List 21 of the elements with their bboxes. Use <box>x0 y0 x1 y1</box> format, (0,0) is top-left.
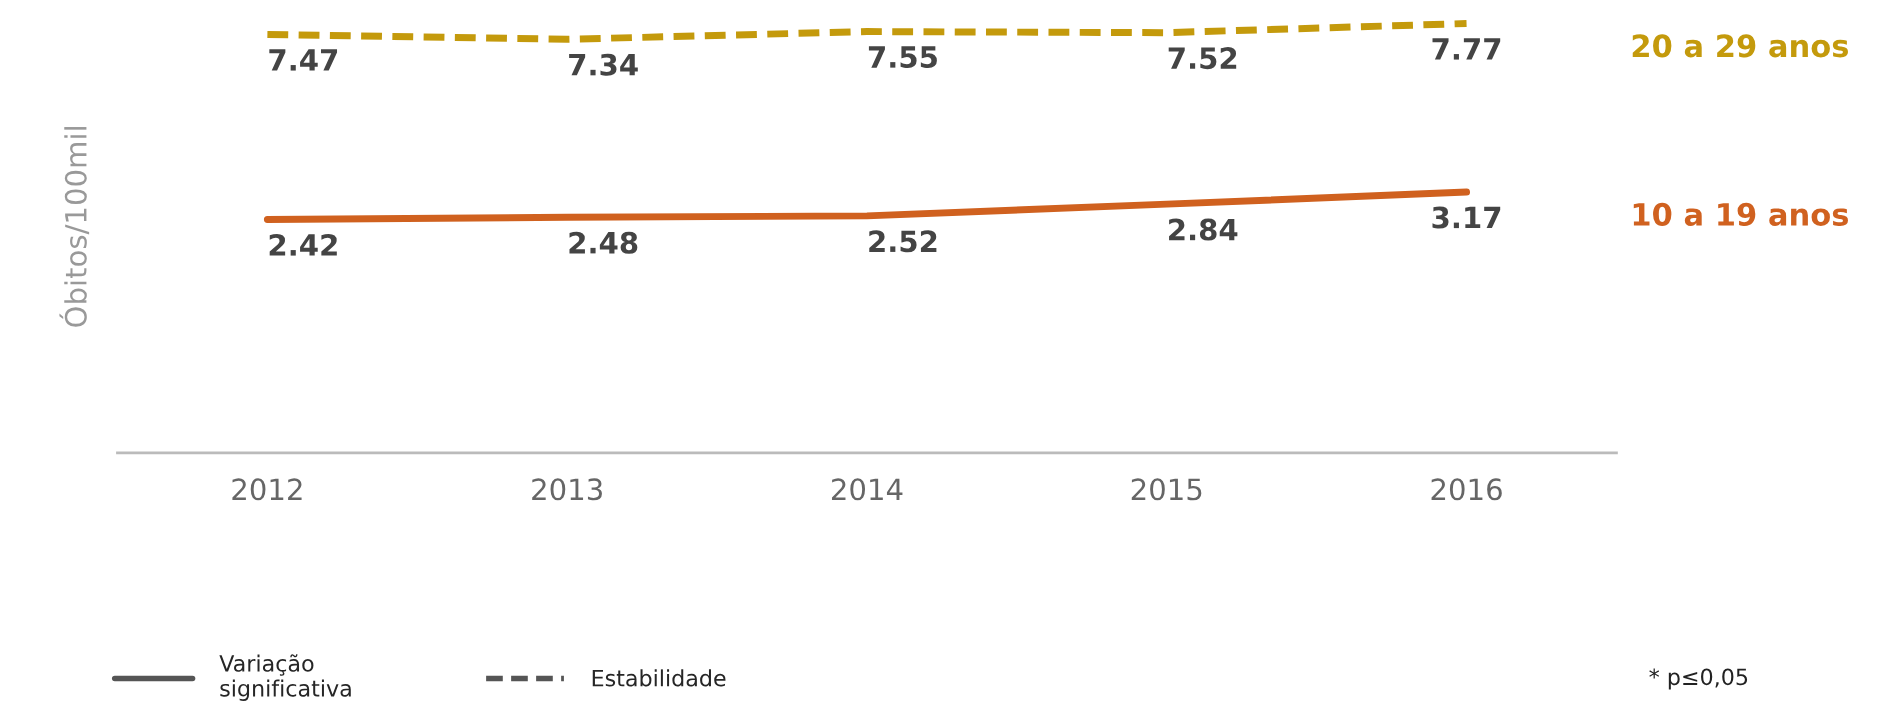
data-label: 2.52 <box>869 230 937 253</box>
text: 20 a 29 anos <box>1632 34 1848 58</box>
data-label: 7.55 <box>868 46 937 69</box>
data-label: 7.47 <box>269 49 338 71</box>
x-tick-label: 2014 <box>831 478 903 501</box>
x-tick-label: 2012 <box>232 478 302 501</box>
x-tick-label: 2015 <box>1131 478 1202 501</box>
data-label: 2.48 <box>569 231 638 254</box>
data-label: 7.34 <box>569 53 638 76</box>
y-axis-title: Óbitos/100mil <box>59 127 90 327</box>
data-label: 2.42 <box>269 233 337 256</box>
data-label: 2.84 <box>1169 218 1238 241</box>
data-label: 7.77 <box>1432 38 1501 60</box>
text: * p≤0,05 <box>1649 668 1748 690</box>
text: Estabilidade <box>592 669 726 687</box>
x-tick-label: 2013 <box>532 478 602 501</box>
x-tick-label: 2016 <box>1431 478 1502 501</box>
text: 10 a 19 anos <box>1633 202 1848 226</box>
data-label: 7.52 <box>1168 47 1237 70</box>
text: Variação significativa <box>219 654 351 701</box>
data-label: 3.17 <box>1432 206 1501 229</box>
